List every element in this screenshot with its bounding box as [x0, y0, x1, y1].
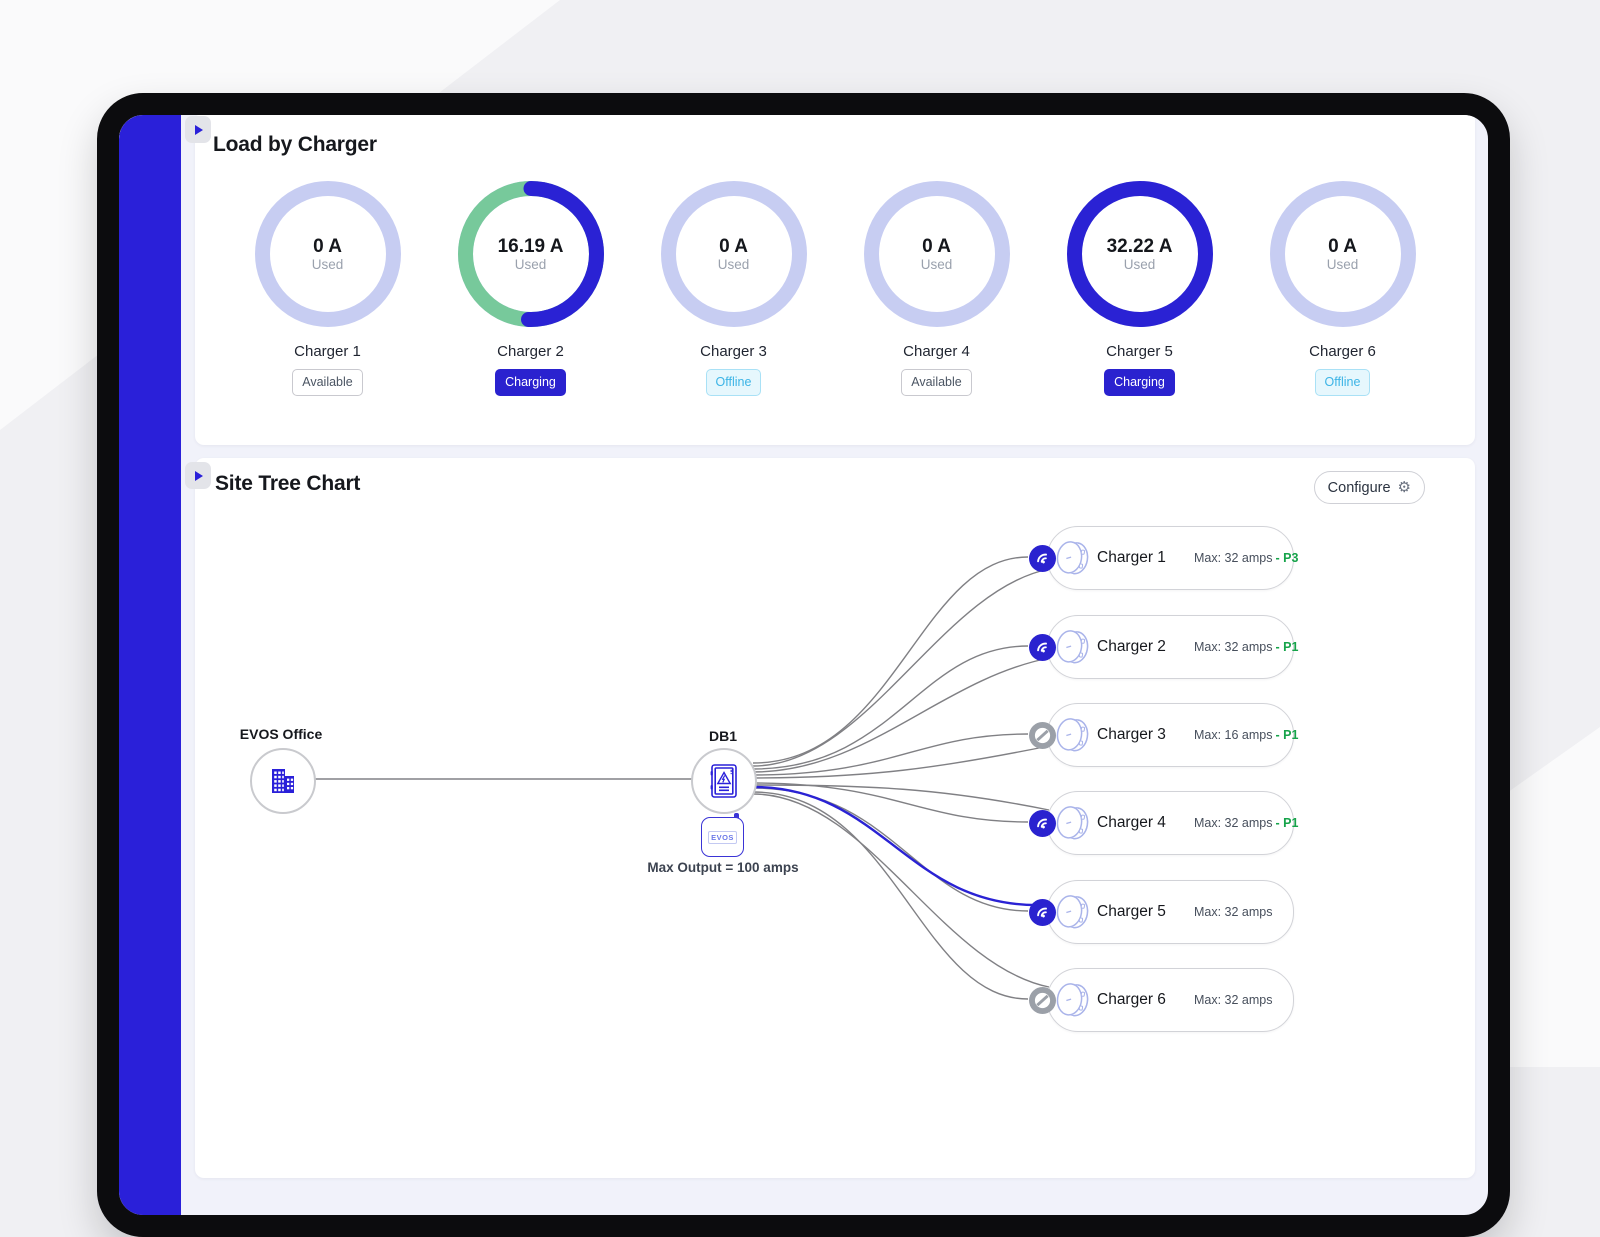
tree-charger-name: Charger 3 [1097, 726, 1166, 743]
charger-name: Charger 6 [1309, 343, 1376, 360]
status-badge: Offline [705, 369, 762, 396]
active-load-line [752, 785, 1041, 907]
tree-charger-priority: - P3 [1275, 551, 1299, 565]
wifi-off-icon [1028, 721, 1056, 749]
tree-charger-node[interactable]: Charger 4 Max: 32 amps - P1 [1028, 791, 1298, 855]
tree-charger-max: Max: 32 amps [1194, 816, 1273, 830]
gear-icon: ⚙ [1397, 479, 1411, 496]
charger-gauge: 16.19 A Used Charger 2 Charging [429, 181, 632, 396]
donut-chart: 0 A Used [863, 181, 1010, 327]
tree-charger-max: Max: 32 amps [1194, 905, 1273, 919]
distribution-board-icon [710, 764, 737, 798]
charger-device-icon [1056, 541, 1089, 575]
charger-gauge: 0 A Used Charger 6 Offline [1241, 181, 1444, 396]
donut-chart: 32.22 A Used [1066, 181, 1213, 327]
tree-charger-name: Charger 4 [1097, 814, 1166, 831]
load-by-charger-card: Load by Charger 0 A Used Charger 1 Avai [185, 115, 1475, 445]
collapse-toggle-site-tree[interactable] [185, 462, 211, 489]
donut-chart: 16.19 A Used [457, 181, 604, 327]
status-badge: Charging [1104, 369, 1175, 396]
tree-charger-node[interactable]: Charger 2 Max: 32 amps - P1 [1028, 615, 1298, 679]
tree-charger-max: Max: 32 amps [1194, 551, 1273, 565]
tree-charger-max: Max: 32 amps [1194, 993, 1273, 1007]
tree-charger-max: Max: 16 amps [1194, 728, 1273, 742]
tree-charger-node[interactable]: Charger 6 Max: 32 amps [1028, 968, 1294, 1032]
tree-connection-lines [312, 556, 1050, 1000]
charger-device-icon [1054, 889, 1094, 940]
max-output-label: Max Output = 100 amps [647, 860, 799, 875]
site-node[interactable] [250, 748, 316, 814]
charger-name: Charger 1 [294, 343, 361, 360]
charger-device-icon [1056, 983, 1089, 1017]
tree-charger-name: Charger 1 [1097, 549, 1166, 566]
wifi-icon [1028, 809, 1056, 837]
site-tree-title: Site Tree Chart [215, 472, 361, 495]
charger-device-icon [1054, 977, 1094, 1028]
charger-gauge: 0 A Used Charger 4 Available [835, 181, 1038, 396]
wifi-off-icon [1028, 986, 1056, 1014]
tree-charger-node[interactable]: Charger 1 Max: 32 amps - P3 [1028, 526, 1298, 590]
configure-button-label: Configure [1327, 479, 1391, 496]
charger-name: Charger 5 [1106, 343, 1173, 360]
charger-device-icon [1056, 806, 1089, 840]
charger-name: Charger 4 [903, 343, 970, 360]
site-tree-chart: EVOS Office [195, 458, 1475, 1178]
tree-charger-priority: - P1 [1275, 728, 1299, 742]
charger-device-icon [1054, 624, 1094, 675]
charger-device-icon [1054, 712, 1094, 763]
charger-device-icon [1056, 895, 1089, 929]
tree-charger-priority: - P1 [1275, 640, 1299, 654]
building-icon [272, 769, 294, 793]
charger-gauge: 32.22 A Used Charger 5 Charging [1038, 181, 1241, 396]
tree-charger-max: Max: 32 amps [1194, 640, 1273, 654]
collapse-toggle-load-by-charger[interactable] [185, 116, 211, 143]
chevron-right-icon [195, 470, 203, 481]
tree-charger-node[interactable]: Charger 5 Max: 32 amps [1028, 880, 1294, 944]
charger-gauge: 0 A Used Charger 1 Available [226, 181, 429, 396]
charger-gauge: 0 A Used Charger 3 Offline [632, 181, 835, 396]
donut-chart: 0 A Used [1269, 181, 1416, 327]
wifi-icon [1028, 633, 1056, 661]
gateway-logo: EVOS [708, 830, 737, 844]
configure-button[interactable]: Configure ⚙ [1313, 471, 1425, 504]
db-node-label: DB1 [708, 728, 738, 744]
charger-device-icon [1054, 800, 1094, 851]
chevron-right-icon [195, 124, 203, 135]
charger-device-icon [1054, 535, 1094, 586]
status-badge: Available [292, 369, 363, 396]
gateway-node[interactable]: EVOS [701, 813, 744, 857]
site-node-label: EVOS Office [239, 726, 323, 742]
status-badge: Charging [495, 369, 566, 396]
donut-chart: 0 A Used [254, 181, 401, 327]
wifi-icon [1028, 898, 1056, 926]
gateway-device-icon: EVOS [701, 817, 744, 857]
charger-name: Charger 2 [497, 343, 564, 360]
load-by-charger-title: Load by Charger [213, 133, 377, 156]
tree-charger-node[interactable]: Charger 3 Max: 16 amps - P1 [1028, 703, 1298, 767]
charger-gauge-row: 0 A Used Charger 1 Available 16.19 A [195, 181, 1475, 396]
charger-name: Charger 3 [700, 343, 767, 360]
status-badge: Offline [1314, 369, 1371, 396]
status-badge: Available [901, 369, 972, 396]
device-frame: Load by Charger 0 A Used Charger 1 Avai [97, 93, 1510, 1237]
tree-charger-name: Charger 6 [1097, 991, 1166, 1008]
tree-charger-priority: - P1 [1275, 816, 1299, 830]
charger-device-icon [1056, 718, 1089, 752]
wifi-icon [1028, 544, 1056, 572]
site-tree-card: Site Tree Chart Configure ⚙ [185, 458, 1475, 1178]
tree-charger-name: Charger 2 [1097, 638, 1166, 655]
donut-chart: 0 A Used [660, 181, 807, 327]
charger-device-icon [1056, 630, 1089, 664]
sidebar[interactable] [119, 115, 181, 1215]
tree-charger-name: Charger 5 [1097, 903, 1166, 920]
db-node[interactable] [691, 748, 757, 814]
